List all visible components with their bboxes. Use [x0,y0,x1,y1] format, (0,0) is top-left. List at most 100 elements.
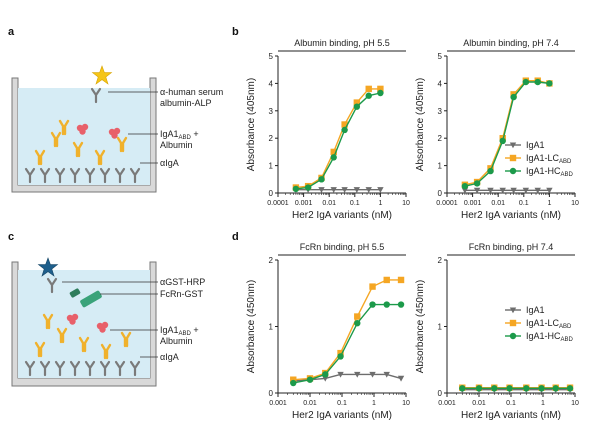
data-point-lc [330,148,337,156]
data-point-lc [353,99,361,106]
data-point-iga1 [341,187,348,193]
y-tick-label: 2 [269,256,274,265]
panel-letter-b: b [232,26,239,38]
legend-label: IgA1 [526,140,545,150]
legend-marker [509,142,517,149]
data-point-iga1 [354,371,361,378]
data-point-iga1 [397,375,405,382]
data-point-iga1 [499,187,506,194]
data-point-lc [377,85,384,93]
legend-label: IgA1 [526,305,545,315]
x-tick-label: 10 [402,400,410,407]
x-tick-label: 10 [571,200,579,207]
legend-marker [509,307,517,314]
y-tick-label: 1 [438,162,443,171]
panel-c: c αGST-HRP [8,231,205,387]
fcrn-gst [69,288,102,308]
data-point-hc [473,180,481,187]
y-axis-label: Absorbance (450nm) [246,280,257,373]
y-tick-label: 2 [438,256,443,265]
legend-marker [509,154,517,162]
data-point-hc [506,385,513,392]
data-point-hc [566,385,574,392]
well-buffer [18,270,150,378]
data-point-lc [290,376,297,383]
data-point-hc [337,353,344,360]
data-point-iga1 [353,187,361,193]
data-point-hc [322,371,329,378]
detector-antibody-c [37,257,59,294]
data-point-hc [369,301,376,308]
callouts-c [62,281,158,358]
label-capture-c: αIgA [160,352,179,362]
label-receptor-c: FcRn-GST [160,289,204,299]
legend-marker [509,167,517,175]
x-tick-label: 10 [571,400,579,407]
data-point-hc [383,301,390,308]
legend-label: IgA1-LCABD [526,318,572,330]
data-point-iga1 [461,187,469,194]
legend-label: IgA1-LCABD [526,153,572,165]
data-point-iga1 [383,371,390,378]
legend-label: IgA1-HCABD [526,331,574,343]
x-axis-label: Her2 IgA variants (nM) [461,210,561,221]
chart-albumin-ph74: Albumin binding, pH 7.4 0 1 2 3 4 5 0.0001 0.001… [415,38,579,221]
x-tick-label: 1 [372,400,376,407]
data-point-hc [522,78,530,86]
label-complex-a-line2: Albumin [160,140,193,150]
label-detector-line2: albumin-ALP [160,98,212,108]
data-point-lc [365,85,372,93]
data-point-hc [377,89,384,97]
data-point-hc [523,385,530,392]
data-point-iga1 [534,187,541,194]
x-axis-label: Her2 IgA variants (nM) [461,410,561,421]
data-point-hc [459,385,466,392]
series-line-lc [293,279,401,381]
label-complex-c: IgA1ABD + [160,325,199,337]
y-tick-label: 2 [269,134,274,143]
data-point-hc [353,103,361,110]
data-point-hc [538,385,545,392]
y-tick-label: 1 [269,323,274,332]
data-point-hc [491,385,498,392]
data-point-hc [499,137,506,145]
x-tick-label: 0.1 [506,400,516,407]
data-point-iga1 [522,187,530,194]
detector-antibody-a [90,65,113,104]
callouts-a [108,91,158,164]
x-axis-label: Her2 IgA variants (nM) [292,210,392,221]
x-tick-label: 0.01 [491,200,505,207]
x-tick-label: 0.01 [303,400,317,407]
label-detector-c: αGST-HRP [160,277,205,287]
data-point-hc [292,185,300,193]
x-axis-label: Her2 IgA variants (nM) [292,410,392,421]
data-point-hc [354,319,361,327]
panel-letter-c: c [8,231,14,243]
chart-fcrn-ph74: FcRn binding, pH 7.4 0 1 2 0.001 0.01 0.1 1 10 He… [415,242,579,421]
label-detector-line1: α-human serum [160,87,223,97]
y-tick-label: 3 [269,107,274,116]
x-tick-label: 0.001 [464,200,482,207]
x-tick-label: 1 [547,200,551,207]
data-point-hc [534,78,541,86]
y-tick-label: 4 [438,79,443,88]
data-point-hc [318,176,325,183]
chart-title: FcRn binding, pH 7.4 [469,242,554,252]
y-tick-label: 5 [438,52,443,61]
data-point-iga1 [473,187,481,194]
label-complex-a: IgA1ABD + [160,129,199,141]
panel-letter-d: d [232,231,239,243]
data-point-iga1 [377,187,384,193]
data-point-hc [475,385,483,392]
series-line-hc [293,303,401,384]
y-tick-label: 0 [438,389,443,398]
data-point-hc [290,379,297,387]
data-point-lc [397,276,405,284]
x-tick-label: 0.1 [519,200,529,207]
series-line-lc [295,88,381,189]
data-point-hc [304,184,312,191]
data-point-iga1 [318,187,325,193]
x-tick-label: 0.0001 [267,200,289,207]
legend-marker [509,319,517,327]
